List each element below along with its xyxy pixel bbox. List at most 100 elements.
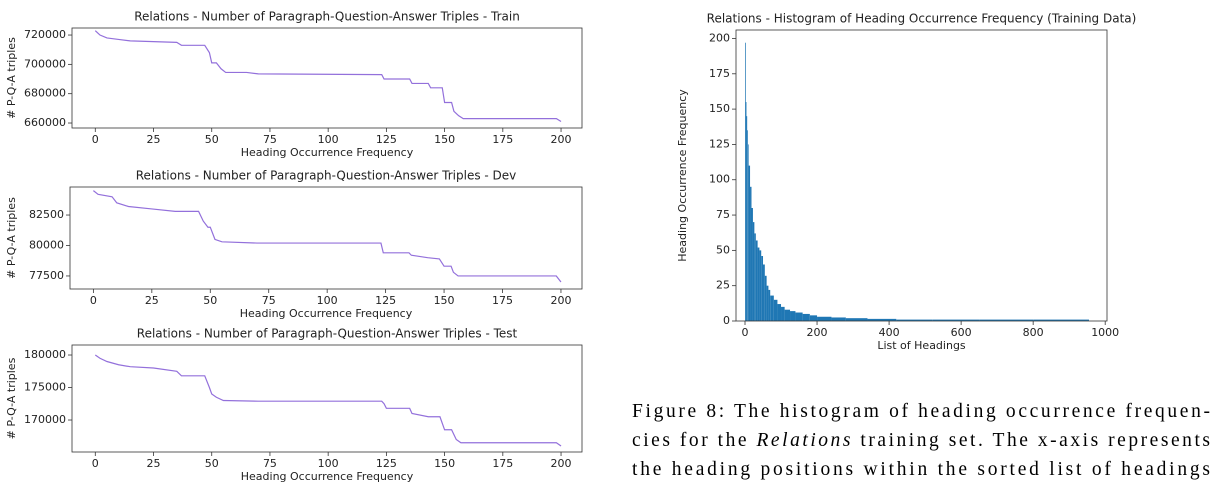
x-axis-label: Heading Occurrence Frequency [240,307,413,320]
bar [764,275,767,321]
y-tick-label: 175 [709,67,730,80]
bar [763,264,765,321]
bar [747,144,749,321]
x-tick-label: 0 [90,294,97,307]
x-tick-label: 125 [375,294,396,307]
y-tick-label: 700000 [24,57,66,70]
x-tick-label: 50 [203,294,217,307]
bar [748,165,751,321]
y-tick-label: 720000 [24,28,66,41]
line [94,354,562,447]
bar [777,304,782,321]
x-tick-label: 175 [492,294,513,307]
y-tick-label: 0 [723,314,730,327]
bar [750,186,752,321]
x-tick-label: 400 [879,326,900,339]
x-axis-label: Heading Occurrence Frequency [241,470,414,483]
x-tick-label: 800 [1023,326,1044,339]
y-tick-label: 75 [716,208,730,221]
y-tick-label: 100 [709,173,730,186]
plot-frame [735,29,1108,322]
y-tick-label: 200 [709,31,730,44]
plot-frame [69,186,583,290]
y-tick-label: 660000 [24,116,66,129]
y-tick-label: 175000 [24,381,66,394]
x-tick-label: 200 [807,326,828,339]
bar [751,207,753,321]
y-tick-label: 80000 [29,238,64,251]
y-axis-label: # P-Q-A triples [5,357,18,439]
x-tick-label: 600 [951,326,972,339]
caption-line: cies for the Relations training set. The… [632,430,1210,451]
x-tick-label: 25 [147,133,161,146]
caption-line: the heading positions within the sorted … [632,459,1210,480]
y-tick-label: 77500 [29,269,64,282]
chart-title: Relations - Number of Paragraph-Question… [134,10,520,24]
bar [766,285,769,321]
x-tick-label: 125 [376,133,397,146]
x-tick-label: 0 [92,133,99,146]
chart-title: Relations - Histogram of Heading Occurre… [707,12,1137,26]
y-tick-label: 125 [709,137,730,150]
x-axis-label: List of Headings [877,339,966,352]
bar [761,256,764,321]
y-axis-label: # P-Q-A triples [5,37,18,119]
bar [831,317,846,321]
y-tick-label: 680000 [24,87,66,100]
x-tick-label: 200 [551,457,572,470]
x-tick-label: 1000 [1091,326,1119,339]
bar [809,315,818,321]
line [94,30,562,123]
bar [817,316,832,321]
x-tick-label: 0 [742,326,749,339]
bar [745,102,747,321]
x-tick-label: 175 [492,133,513,146]
x-tick-label: 25 [145,294,159,307]
x-tick-label: 175 [492,457,513,470]
bar [802,313,810,321]
x-axis-label: Heading Occurrence Frequency [241,146,414,159]
bar [755,240,758,321]
bar [781,306,785,321]
bar [790,311,796,321]
plot-frame [71,27,583,129]
x-tick-label: 200 [551,133,572,146]
y-tick-label: 150 [709,102,730,115]
caption-line: Figure 8: The histogram of heading occur… [632,401,1210,422]
bar [754,233,756,321]
chart-title: Relations - Number of Paragraph-Question… [136,169,517,183]
line [93,190,562,283]
bar [773,299,778,321]
bar [745,42,746,321]
x-tick-label: 150 [434,457,455,470]
bar [845,318,868,321]
x-tick-label: 100 [318,457,339,470]
bar [752,222,755,321]
caption-text: cies for the [632,430,754,451]
x-tick-label: 100 [318,133,339,146]
chart-title: Relations - Number of Paragraph-Question… [137,327,518,341]
bar [768,289,771,321]
y-tick-label: 180000 [24,348,66,361]
bar [867,318,897,321]
caption-text: Relations [755,430,850,451]
bar [896,319,933,321]
y-tick-label: 50 [716,243,730,256]
x-tick-label: 25 [147,457,161,470]
plot-frame [71,344,583,453]
x-tick-label: 0 [92,457,99,470]
x-tick-label: 50 [205,457,219,470]
bar [757,247,760,321]
y-axis-label: Heading Occurrence Frequency [676,89,689,262]
x-tick-label: 75 [263,133,277,146]
x-tick-label: 75 [263,457,277,470]
bar [795,312,803,321]
caption-text: Figure 8: The histogram of heading occur… [632,401,1210,422]
x-tick-label: 150 [434,294,455,307]
x-tick-label: 150 [434,133,455,146]
bar [759,250,762,321]
bar [932,319,980,321]
caption-text: training set. The x-axis represents [853,430,1210,451]
y-tick-label: 170000 [24,413,66,426]
